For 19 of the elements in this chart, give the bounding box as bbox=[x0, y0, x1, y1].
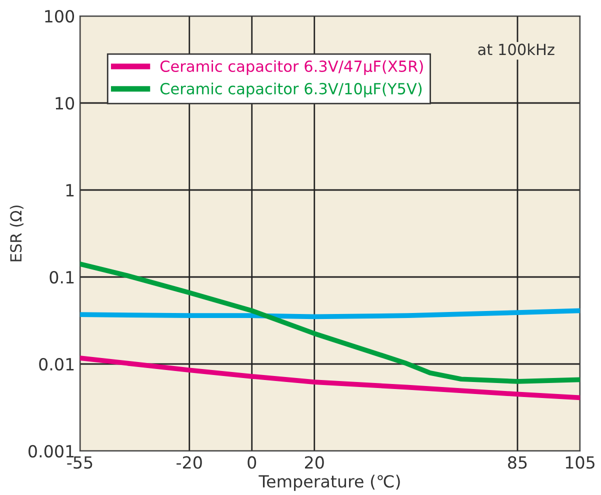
x-axis-title: Temperature (℃) bbox=[258, 474, 400, 491]
line-series bbox=[80, 262, 580, 384]
y-tick-label: 10 bbox=[56, 96, 74, 110]
y-tick-label: 1 bbox=[66, 184, 74, 196]
y-tick-label: 0.001 bbox=[28, 444, 74, 458]
x-tick-label: 20 bbox=[304, 456, 324, 469]
annotation: at 100kHz bbox=[478, 43, 554, 56]
legend-label: Ceramic capacitor 6.3V/47μF(X5R) bbox=[160, 60, 423, 75]
x-tick-label: 85 bbox=[508, 456, 527, 469]
x-tick-label: -20 bbox=[176, 456, 202, 469]
y-tick-label: 100 bbox=[45, 10, 74, 23]
y-tick-label: 0.01 bbox=[39, 358, 74, 371]
x-tick-label: 0 bbox=[248, 456, 256, 469]
y-axis-title: ESR (Ω) bbox=[10, 206, 24, 262]
legend-label: Ceramic capacitor 6.3V/10μF(Y5V) bbox=[160, 82, 422, 98]
x-tick-label: 105 bbox=[566, 456, 594, 469]
x-tick-label: -55 bbox=[67, 456, 92, 469]
line-series bbox=[80, 356, 580, 400]
y-tick-label: 0.1 bbox=[50, 270, 74, 284]
